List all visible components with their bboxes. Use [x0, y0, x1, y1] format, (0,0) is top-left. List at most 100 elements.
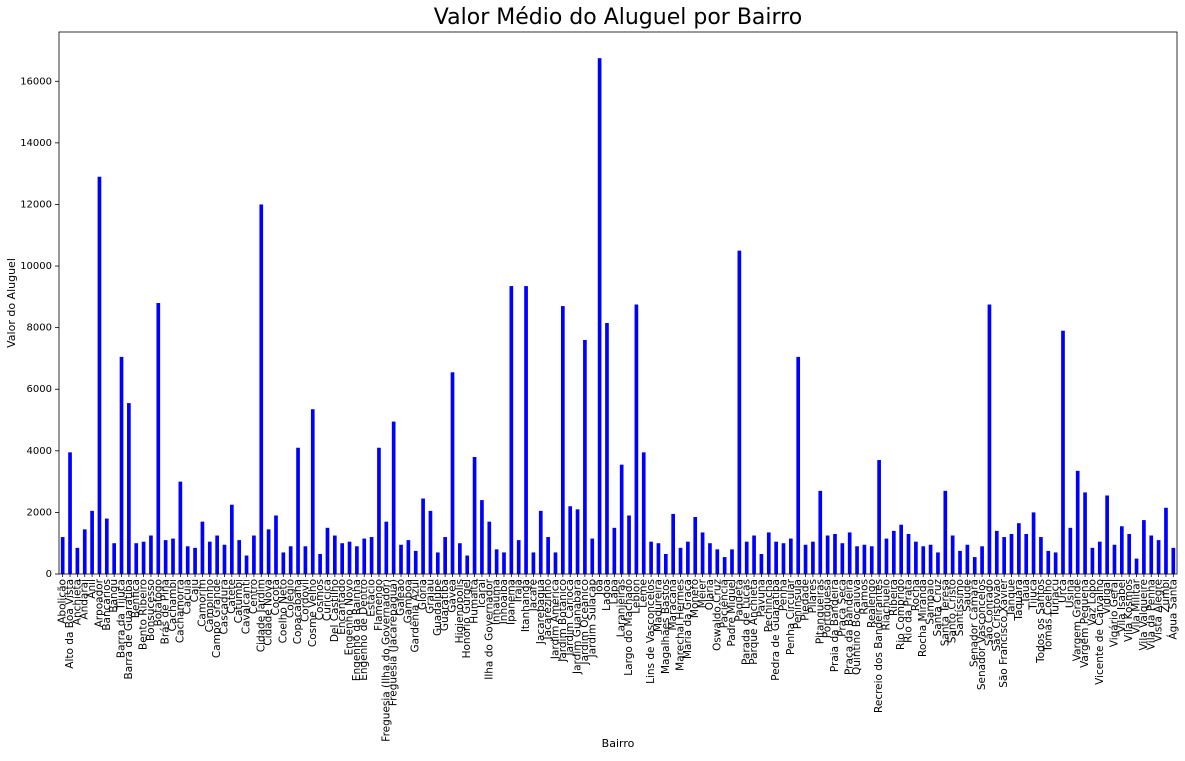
bar: [487, 521, 492, 574]
x-tick-label: Vila da Penha: [1145, 579, 1157, 650]
bar: [833, 533, 837, 574]
x-tick-label: Bangu: [108, 579, 120, 613]
x-tick-label: Urca: [1057, 579, 1069, 603]
bar: [127, 403, 131, 574]
bar: [943, 490, 948, 574]
bar: [936, 552, 940, 574]
x-tick-label: Honório Gurgel: [461, 579, 473, 658]
bar: [1134, 558, 1139, 574]
x-tick-label: Ramos: [858, 579, 870, 615]
x-tick-label: Penha Circular: [785, 578, 797, 655]
x-tick-label: Bonsucesso: [145, 579, 157, 641]
x-tick-label: Vargem Pequena: [1079, 579, 1091, 668]
bar: [68, 452, 72, 574]
bar: [119, 356, 124, 574]
x-tick-label: Laranjeiras: [616, 579, 628, 637]
x-tick-label: Jacaré: [527, 579, 539, 612]
bar: [862, 544, 867, 574]
bar: [678, 547, 683, 574]
x-tick-label: Coelho Neto: [277, 579, 289, 643]
bar: [391, 421, 396, 574]
x-tick-label: Bancários: [101, 579, 113, 631]
x-tick-label: Vicente de Carvalho: [1094, 579, 1106, 685]
y-tick-label: 12000: [20, 199, 52, 210]
x-tick-label: São Francisco Xavier: [998, 578, 1010, 687]
bar: [605, 323, 609, 574]
bar: [163, 540, 168, 574]
x-tick-label: Joá: [594, 579, 606, 596]
x-tick-label: Marechal Hermes: [675, 579, 687, 671]
bar: [516, 540, 521, 574]
bar: [171, 538, 175, 574]
x-tick-label: Parada de Lucas: [741, 579, 753, 665]
bar: [244, 555, 249, 574]
bar: [766, 532, 771, 574]
bar: [972, 557, 977, 574]
x-tick-label: Jardim Sulacap: [586, 579, 598, 659]
bar: [811, 541, 815, 574]
bar: [663, 553, 668, 574]
bar: [928, 544, 933, 574]
bar: [891, 530, 896, 574]
bar: [112, 543, 117, 574]
x-tick-label: Caju: [189, 579, 201, 602]
bar: [1112, 544, 1117, 574]
x-tick-label: Inhaúma: [491, 579, 503, 625]
bar: [90, 510, 94, 574]
bar: [546, 537, 550, 574]
bar: [987, 304, 992, 574]
x-tick-label: Quintino Bocaiúva: [851, 579, 863, 675]
bar: [200, 521, 205, 574]
bar: [207, 541, 212, 574]
bar: [583, 339, 587, 574]
bar: [641, 452, 646, 574]
bar: [237, 540, 242, 574]
x-tick-label: Vila Isabel: [1116, 579, 1128, 633]
x-tick-label: Recreio dos Bandeirantes: [873, 579, 885, 713]
x-tick-label: Maria da Graça: [682, 579, 694, 659]
x-tick-label: Inhoaíba: [498, 579, 510, 624]
x-tick-label: Rocha Miranda: [917, 579, 929, 657]
x-tick-label: Santa Cruz: [932, 579, 944, 637]
bar: [443, 537, 447, 574]
bar: [737, 250, 742, 575]
bar: [693, 517, 698, 574]
x-tick-label: Catete: [226, 579, 238, 614]
bar: [421, 498, 425, 574]
bar: [538, 510, 543, 574]
bar: [1009, 533, 1014, 574]
bar: [950, 535, 955, 574]
x-tick-label: Flamengo: [373, 579, 385, 631]
y-tick-label: 10000: [20, 261, 52, 272]
bar: [700, 532, 705, 574]
bar: [281, 552, 286, 574]
x-tick-label: Anil: [86, 579, 98, 599]
x-tick-label: Santíssimo: [954, 579, 966, 636]
bar: [1171, 547, 1176, 574]
bar: [384, 521, 389, 574]
x-tick-label: Pavuna: [755, 579, 767, 617]
bar: [671, 513, 676, 574]
bar: [553, 552, 558, 574]
bar: [1017, 523, 1021, 574]
x-tick-label: Santo Cristo: [947, 579, 959, 643]
x-tick-label: Todos os Santos: [1035, 579, 1047, 664]
bar: [310, 409, 315, 574]
x-tick-label: Paquetá: [733, 579, 745, 622]
bar: [494, 549, 499, 574]
x-tick-label: Parque Anchieta: [748, 579, 760, 665]
y-tick-label: 16000: [20, 76, 52, 87]
bar: [141, 541, 146, 574]
bar: [435, 552, 440, 574]
bar: [1024, 533, 1029, 574]
bar: [914, 541, 918, 574]
bar: [568, 506, 573, 574]
bar: [1149, 535, 1154, 574]
bar: [288, 546, 293, 574]
bar: [1046, 550, 1051, 574]
x-tick-label: Higienópolis: [454, 579, 466, 643]
x-tick-label: Colégio: [285, 579, 297, 618]
x-tick-label: Oswaldo Cruz: [711, 579, 723, 651]
bar: [222, 544, 227, 574]
